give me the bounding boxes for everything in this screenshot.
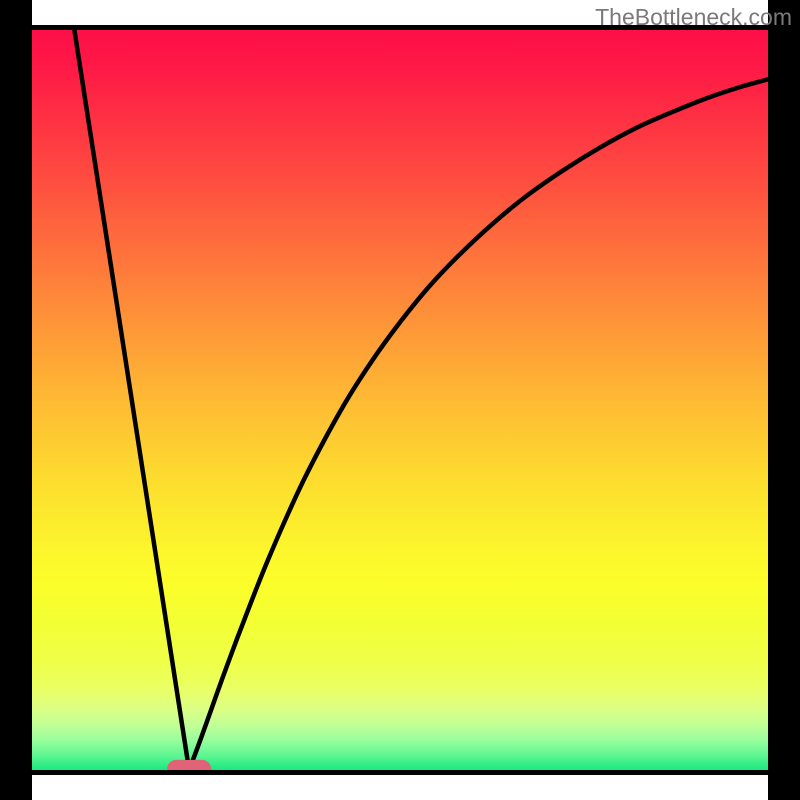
minimum-marker xyxy=(167,760,211,778)
bottleneck-chart xyxy=(0,0,800,800)
watermark-text: TheBottleneck.com xyxy=(595,4,792,31)
gradient-background xyxy=(30,30,770,770)
chart-container: TheBottleneck.com xyxy=(0,0,800,800)
